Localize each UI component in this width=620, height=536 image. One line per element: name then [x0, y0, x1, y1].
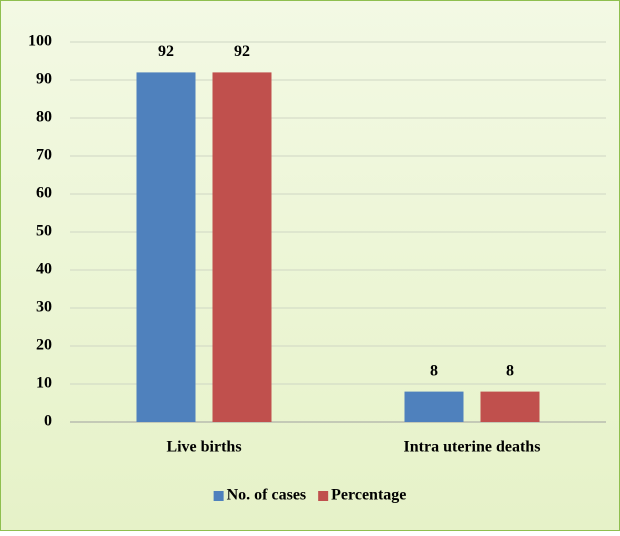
y-tick-label: 60	[36, 185, 52, 202]
legend-swatch	[318, 491, 329, 501]
bar	[480, 391, 540, 422]
y-tick-label: 80	[36, 109, 52, 126]
data-label: 8	[506, 362, 514, 379]
x-tick-label: Live births	[166, 439, 241, 456]
legend-label: No. of cases	[227, 487, 307, 504]
y-tick-label: 90	[36, 71, 52, 88]
bar	[212, 72, 272, 423]
data-label: 92	[234, 43, 250, 60]
legend-swatch	[213, 491, 224, 501]
y-tick-label: 10	[36, 375, 52, 392]
y-tick-label: 20	[36, 337, 52, 354]
x-tick-label: Intra uterine deaths	[404, 439, 541, 456]
data-label: 92	[158, 43, 174, 60]
y-tick-label: 50	[36, 223, 52, 240]
bar	[404, 391, 464, 422]
legend-label: Percentage	[331, 487, 406, 504]
bar	[136, 72, 196, 423]
y-tick-label: 40	[36, 261, 52, 278]
y-tick-label: 70	[36, 147, 52, 164]
y-tick-label: 100	[28, 33, 52, 50]
data-label: 8	[430, 362, 438, 379]
y-tick-label: 0	[44, 413, 52, 430]
y-tick-label: 30	[36, 299, 52, 316]
